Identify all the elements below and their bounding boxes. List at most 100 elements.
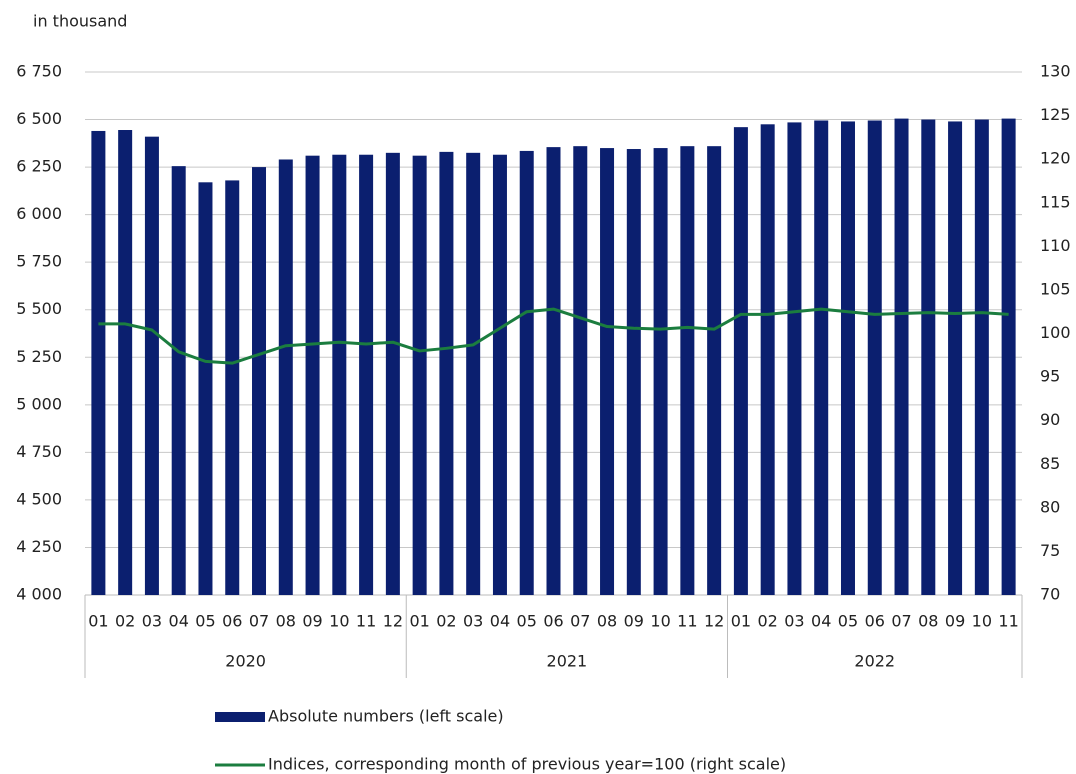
x-tick-label: 08: [918, 612, 938, 631]
y2-tick-label: 90: [1040, 410, 1060, 429]
y-tick-label: 5 750: [16, 252, 62, 271]
bar: [278, 159, 293, 595]
bar: [974, 119, 989, 595]
x-tick-label: 08: [276, 612, 296, 631]
y2-tick-label: 115: [1040, 192, 1071, 211]
bar: [171, 166, 186, 595]
legend-swatch: [215, 712, 265, 722]
y-tick-label: 6 000: [16, 204, 62, 223]
x-tick-label: 04: [811, 612, 831, 631]
line: [98, 307, 1009, 365]
bar: [519, 150, 534, 595]
bar: [787, 122, 802, 595]
x-tick-label: 01: [409, 612, 429, 631]
x-tick-label: 11: [998, 612, 1018, 631]
y-tick-label: 5 000: [16, 394, 62, 413]
x-tick-label: 10: [972, 612, 992, 631]
bar: [359, 154, 374, 595]
bar: [707, 146, 722, 596]
bar: [867, 120, 882, 595]
bar: [252, 167, 267, 595]
y2-tick-label: 70: [1040, 585, 1060, 604]
y2-tick-label: 130: [1040, 62, 1071, 81]
y2-tick-label: 80: [1040, 497, 1060, 516]
bar: [573, 146, 588, 596]
y-tick-label: 4 500: [16, 489, 62, 508]
y2-tick-label: 105: [1040, 279, 1071, 298]
bar: [144, 136, 159, 596]
x-tick-label: 10: [650, 612, 670, 631]
x-tick-label: 06: [222, 612, 242, 631]
y-tick-label: 4 000: [16, 585, 62, 604]
bar: [626, 149, 641, 596]
x-tick-label: 04: [169, 612, 189, 631]
x-tick-label: 01: [88, 612, 108, 631]
bar: [91, 130, 106, 595]
x-tick-label: 09: [624, 612, 644, 631]
x-tick-label: 05: [195, 612, 215, 631]
bar: [600, 148, 615, 595]
x-tick-label: 07: [891, 612, 911, 631]
bar: [466, 152, 481, 595]
y-tick-label: 6 250: [16, 157, 62, 176]
x-tick-label: 11: [677, 612, 697, 631]
x-tick-label: 09: [945, 612, 965, 631]
bar: [332, 154, 347, 595]
y-tick-label: 6 500: [16, 109, 62, 128]
x-tick-label: 05: [517, 612, 537, 631]
x-tick-label: 02: [115, 612, 135, 631]
group-label: 2020: [225, 652, 266, 671]
y2-tick-label: 125: [1040, 105, 1071, 124]
bar: [948, 121, 963, 596]
bar: [733, 127, 748, 596]
x-tick-label: 09: [302, 612, 322, 631]
y-tick-label: 6 750: [16, 62, 62, 81]
x-tick-label: 02: [757, 612, 777, 631]
bar: [439, 151, 454, 596]
x-tick-label: 06: [865, 612, 885, 631]
bar: [840, 121, 855, 596]
y2-tick-label: 120: [1040, 149, 1071, 168]
bar: [921, 119, 936, 595]
legend-label: Indices, corresponding month of previous…: [268, 755, 786, 774]
bar: [680, 146, 695, 596]
x-tick-label: 11: [356, 612, 376, 631]
group-label: 2021: [547, 652, 588, 671]
bar: [198, 182, 213, 595]
y2-tick-label: 85: [1040, 454, 1060, 473]
y-tick-label: 4 750: [16, 442, 62, 461]
bar: [894, 118, 909, 595]
bar: [492, 154, 507, 595]
y-axis-unit: in thousand: [33, 12, 127, 31]
x-tick-label: 12: [383, 612, 403, 631]
x-tick-label: 08: [597, 612, 617, 631]
x-tick-label: 07: [249, 612, 269, 631]
x-tick-label: 02: [436, 612, 456, 631]
bar: [118, 130, 133, 596]
x-tick-label: 10: [329, 612, 349, 631]
x-tick-label: 06: [543, 612, 563, 631]
bar: [412, 155, 427, 595]
x-tick-label: 03: [463, 612, 483, 631]
y2-tick-label: 100: [1040, 323, 1071, 342]
group-label: 2022: [854, 652, 895, 671]
x-tick-label: 05: [838, 612, 858, 631]
x-tick-label: 03: [142, 612, 162, 631]
y2-tick-label: 95: [1040, 367, 1060, 386]
x-tick-label: 01: [731, 612, 751, 631]
x-tick-label: 03: [784, 612, 804, 631]
bar: [546, 147, 561, 595]
y-tick-label: 5 500: [16, 299, 62, 318]
y-tick-label: 4 250: [16, 537, 62, 556]
bar: [305, 155, 320, 595]
bar: [653, 148, 668, 595]
legend-label: Absolute numbers (left scale): [268, 707, 504, 726]
bar: [814, 120, 829, 595]
bar: [225, 180, 240, 596]
x-tick-label: 07: [570, 612, 590, 631]
y2-tick-label: 110: [1040, 236, 1071, 255]
bar: [385, 152, 400, 595]
bar: [760, 124, 775, 596]
y-tick-label: 5 250: [16, 347, 62, 366]
